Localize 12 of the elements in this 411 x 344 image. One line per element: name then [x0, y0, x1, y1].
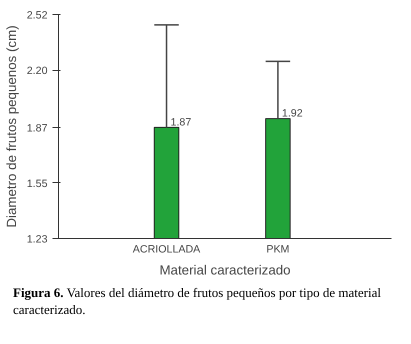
- y-tick-label: 1.23: [26, 234, 48, 246]
- y-tick-label: 2.20: [26, 65, 48, 78]
- y-tick-label: 1.87: [26, 122, 48, 134]
- y-axis-title: Diametro de frutos pequenos (cm): [4, 25, 19, 228]
- x-tick-label: PKM: [266, 244, 290, 256]
- x-tick-label: ACRIOLLADA: [132, 244, 202, 256]
- data-label: 1.92: [282, 108, 303, 120]
- y-tick-label: 1.55: [26, 178, 48, 190]
- data-label: 1.87: [170, 116, 192, 128]
- y-tick-label: 2.52: [26, 10, 48, 22]
- x-axis-title: Material caracterizado: [159, 262, 291, 278]
- text: Figura 6. Valores del diámetro de frutos pequeños por tipo de material caracterizado.: [13, 285, 382, 319]
